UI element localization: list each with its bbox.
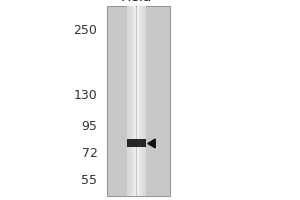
Bar: [127, 139, 146, 147]
Text: 55: 55: [82, 174, 98, 187]
Text: 250: 250: [74, 24, 98, 37]
Bar: [136, 6, 137, 196]
Bar: [142, 6, 143, 196]
Bar: [144, 6, 145, 196]
Text: 130: 130: [74, 89, 98, 102]
Text: Hela: Hela: [121, 0, 152, 4]
Bar: [131, 6, 132, 196]
Bar: [127, 6, 128, 196]
Bar: [129, 6, 130, 196]
Polygon shape: [148, 139, 155, 148]
Text: 95: 95: [82, 120, 98, 133]
Bar: [128, 6, 129, 196]
Bar: [137, 6, 138, 196]
Bar: [133, 6, 134, 196]
Bar: [145, 6, 146, 196]
Bar: [141, 6, 142, 196]
Bar: [138, 6, 139, 196]
Text: 72: 72: [82, 147, 98, 160]
Bar: [140, 6, 141, 196]
Bar: [139, 6, 140, 196]
Bar: [132, 6, 133, 196]
Bar: [136, 6, 137, 196]
Bar: [106, 6, 170, 196]
Bar: [135, 6, 136, 196]
Bar: [143, 6, 144, 196]
